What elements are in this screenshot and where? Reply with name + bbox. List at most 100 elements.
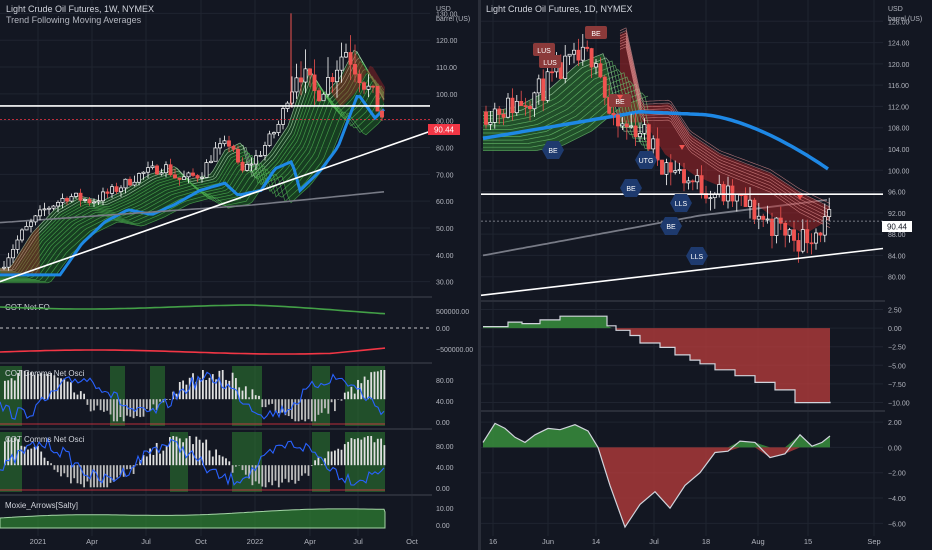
oscillator-bar bbox=[271, 465, 274, 486]
oscillator-bar bbox=[347, 441, 349, 466]
left-pane-moxie-arrows: Moxie_Arrows[Salty] 10.00 0.00 bbox=[0, 501, 454, 530]
candle-body bbox=[616, 114, 620, 127]
highlight-zone bbox=[232, 366, 262, 426]
moving-average-line bbox=[483, 72, 648, 146]
candle-body bbox=[222, 140, 227, 145]
highlight-zone bbox=[232, 432, 262, 492]
y-tick-label: 124.00 bbox=[888, 41, 910, 48]
moxie-area bbox=[0, 508, 386, 529]
candle-body bbox=[15, 239, 20, 250]
cot-net-fo-red-line bbox=[0, 347, 386, 355]
candle-body bbox=[110, 186, 114, 194]
oscillator-bar bbox=[63, 465, 66, 474]
pane-tick: 40.00 bbox=[436, 465, 454, 472]
gray-moving-average bbox=[0, 191, 385, 224]
oscillator-bar bbox=[46, 461, 49, 466]
candle-body bbox=[523, 105, 528, 107]
candle-body bbox=[598, 63, 603, 78]
candle-body bbox=[664, 162, 669, 175]
oscillator-bar bbox=[132, 465, 135, 474]
oscillator-bar bbox=[297, 399, 300, 422]
oscillator-bar bbox=[83, 393, 85, 400]
oscillator-bar bbox=[327, 399, 330, 414]
right-chart-title: Light Crude Oil Futures, 1D, NYMEX bbox=[486, 4, 633, 14]
pane-b-tick-label: 2.00 bbox=[888, 420, 902, 427]
candle-body bbox=[6, 257, 11, 268]
y-tick-label: 70.00 bbox=[436, 172, 454, 179]
oscillator-bar bbox=[30, 448, 33, 466]
signal-badge-label: BE bbox=[626, 186, 636, 193]
candle-body bbox=[186, 172, 191, 178]
oscillator-bar bbox=[13, 380, 16, 400]
ribbon-fill bbox=[0, 50, 384, 283]
oscillator-bar bbox=[370, 436, 373, 466]
candle-body bbox=[69, 196, 74, 202]
oscillator-bar bbox=[291, 399, 293, 419]
oscillator-bar bbox=[248, 397, 250, 400]
oscillator-bar bbox=[297, 465, 300, 481]
left-chart-title: Light Crude Oil Futures, 1W, NYMEX bbox=[6, 4, 154, 14]
oscillator-bar bbox=[380, 370, 382, 400]
moving-average-line bbox=[483, 64, 648, 139]
left-price-tag-label: 90.44 bbox=[434, 126, 455, 135]
candle-body bbox=[159, 172, 164, 175]
oscillator-bar bbox=[198, 439, 201, 466]
candle-body bbox=[611, 112, 616, 116]
oscillator-bar bbox=[136, 399, 138, 417]
oscillator-bar bbox=[50, 463, 52, 466]
ribbon-bearish-fill bbox=[620, 31, 830, 234]
signal-badge-label: UTG bbox=[639, 158, 654, 165]
pane-tick: 500000.00 bbox=[436, 309, 469, 316]
oscillator-bar bbox=[93, 399, 95, 411]
oscillator-bar bbox=[254, 465, 257, 482]
oscillator-bar bbox=[7, 437, 10, 466]
oscillator-bar bbox=[228, 461, 231, 466]
y-tick-label: 120.00 bbox=[888, 62, 910, 69]
candle-body bbox=[101, 191, 105, 202]
oscillator-bar bbox=[324, 399, 326, 409]
oscillator-bar bbox=[235, 378, 237, 400]
x-tick-label: Apr bbox=[304, 537, 316, 546]
oscillator-bar bbox=[155, 442, 158, 466]
candle-body bbox=[484, 111, 488, 125]
oscillator-bar bbox=[383, 445, 386, 466]
oscillator-bar bbox=[274, 399, 277, 412]
y-tick-label: 60.00 bbox=[436, 199, 454, 206]
candle-body bbox=[366, 85, 371, 90]
oscillator-bar bbox=[37, 445, 39, 466]
y-tick-label: 116.00 bbox=[888, 83, 909, 90]
oscillator-bar bbox=[79, 391, 82, 400]
oscillator-bar bbox=[258, 395, 260, 400]
left-pane-separator bbox=[0, 494, 432, 496]
pane-a-tick-label: −10.00 bbox=[888, 401, 910, 408]
right-pane-a bbox=[483, 315, 831, 404]
oscillator-bar bbox=[192, 444, 194, 466]
candle-body bbox=[299, 77, 303, 83]
gray-moving-average bbox=[482, 199, 828, 257]
oscillator-bar bbox=[350, 386, 353, 400]
candle-body bbox=[60, 198, 65, 203]
candle-body bbox=[128, 178, 132, 186]
oscillator-bar bbox=[208, 450, 211, 466]
candle-body bbox=[218, 143, 222, 149]
pane-a-tick-label: 0.00 bbox=[888, 326, 902, 333]
pane-b-negative-area bbox=[483, 447, 830, 528]
pane-tick: 40.00 bbox=[436, 399, 454, 406]
signal-badge-bullish bbox=[635, 151, 657, 169]
oscillator-bar bbox=[241, 465, 244, 471]
moving-average-line bbox=[483, 69, 648, 142]
oscillator-bar bbox=[363, 437, 366, 466]
oscillator-bar bbox=[347, 391, 349, 400]
candle-body bbox=[272, 132, 276, 135]
candle-body bbox=[231, 145, 236, 150]
pane-tick: 80.00 bbox=[436, 444, 454, 451]
right-time-axis: 16 Jun 14 Jul 18 Aug 15 Sep bbox=[489, 537, 881, 546]
oscillator-bar bbox=[251, 465, 254, 486]
oscillator-bar bbox=[383, 370, 386, 400]
signal-badge-bearish bbox=[539, 55, 561, 68]
candle-body bbox=[344, 52, 348, 58]
oscillator-bar bbox=[231, 372, 234, 400]
oscillator-bar bbox=[70, 382, 72, 400]
signal-badge-bullish bbox=[542, 141, 564, 159]
candle-body bbox=[686, 180, 691, 184]
